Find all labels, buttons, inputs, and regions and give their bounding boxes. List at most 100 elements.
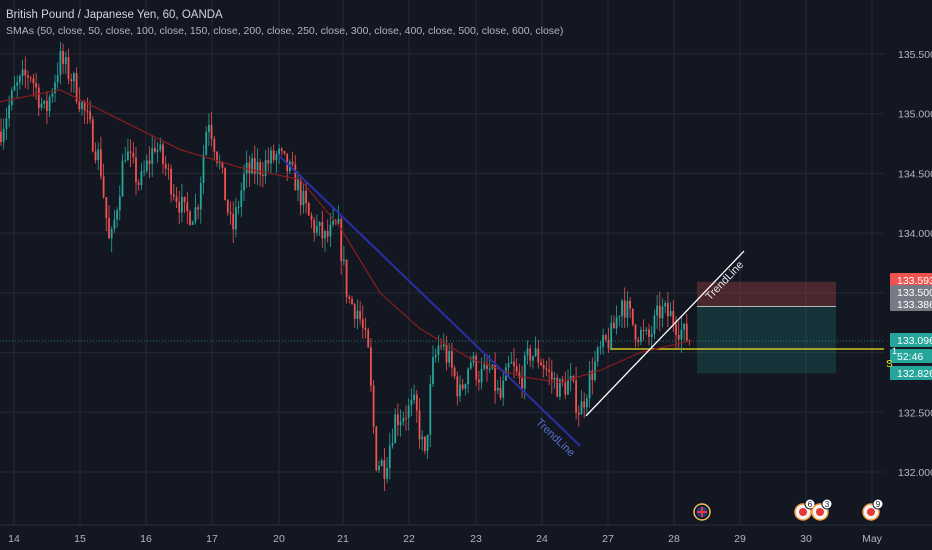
- candle-body-down: [658, 305, 661, 319]
- event-icon-center: [799, 508, 807, 516]
- candle-body-up: [442, 344, 445, 347]
- candle-body-up: [19, 75, 21, 83]
- candle-body-down: [164, 164, 167, 169]
- candle-body-up: [59, 51, 62, 76]
- event-count-badge: [821, 498, 833, 510]
- candle-body-up: [324, 231, 326, 239]
- price-level-label: 52:46: [897, 351, 923, 363]
- candle-body-down: [613, 322, 615, 329]
- candle-body-up: [2, 128, 5, 142]
- x-tick-label: 29: [734, 533, 746, 545]
- candle-body-down: [105, 197, 108, 219]
- candle-body-up: [73, 73, 75, 82]
- candle-body-down: [78, 101, 81, 110]
- candle-body-down: [537, 348, 540, 363]
- candle-body-down: [453, 367, 456, 377]
- candle-body-down: [321, 222, 324, 239]
- event-count-badge: [872, 498, 884, 510]
- candle-body-down: [170, 168, 172, 195]
- candle-body-up: [553, 377, 556, 380]
- x-tick-label: 21: [337, 533, 349, 545]
- candle-body-down: [364, 327, 367, 330]
- candle-body-up: [145, 160, 148, 171]
- y-tick-label: 134.500: [898, 168, 932, 180]
- candle-body-up: [202, 154, 205, 183]
- candle-body-up: [594, 361, 596, 380]
- candle-body-up: [56, 75, 59, 83]
- candle-body-down: [89, 111, 91, 120]
- candle-body-up: [140, 171, 143, 185]
- event-icon-center: [816, 508, 824, 516]
- candle-body-down: [216, 151, 218, 163]
- candle-body-down: [248, 162, 251, 174]
- candle-body-down: [148, 160, 151, 164]
- candle-body-down: [154, 147, 156, 152]
- candle-body-up: [437, 345, 440, 356]
- candle-body-down: [29, 77, 32, 79]
- candle-body-down: [102, 176, 105, 198]
- candle-body-down: [672, 311, 675, 325]
- candle-body-up: [523, 355, 526, 389]
- indicator-legend[interactable]: SMAs (50, close, 50, close, 100, close, …: [6, 25, 564, 37]
- candle-body-up: [332, 220, 334, 225]
- candle-body-down: [642, 330, 645, 332]
- candle-body-down: [291, 161, 294, 165]
- candle-body-up: [8, 105, 10, 119]
- price-axis[interactable]: 135.500 135.000 134.500 134.000 133.500 132.5…: [886, 49, 932, 479]
- y-tick-label: 135.500: [898, 49, 932, 61]
- candle-body-down: [283, 150, 286, 154]
- event-markers[interactable]: 6 3 9: [693, 498, 884, 521]
- candle-body-up: [656, 305, 658, 316]
- candle-body-down: [372, 385, 375, 427]
- candle-body-down: [162, 144, 164, 165]
- sma-curve: [0, 89, 693, 384]
- candle-body-down: [94, 151, 97, 161]
- candle-body-up: [235, 207, 237, 230]
- x-tick-label: 23: [470, 533, 482, 545]
- candle-body-down: [310, 215, 313, 221]
- x-tick-label: 14: [8, 533, 20, 545]
- candle-body-up: [343, 259, 345, 262]
- candle-body-down: [478, 379, 480, 383]
- candle-body-up: [580, 401, 583, 415]
- candle-body-down: [370, 347, 372, 386]
- candle-body-up: [194, 207, 197, 222]
- candle-body-down: [353, 304, 356, 319]
- candle-body-down: [272, 150, 275, 161]
- price-level-tag: [890, 333, 932, 347]
- time-axis[interactable]: 14 15 16 17 20 21 22 23 24 27 28 29 30 May: [0, 524, 932, 545]
- candle-body-down: [267, 160, 270, 164]
- candle-body-up: [54, 82, 56, 94]
- candle-body-down: [418, 410, 421, 440]
- candle-body-up: [270, 150, 272, 164]
- candle-body-down: [383, 460, 386, 479]
- candle-body-up: [264, 160, 267, 176]
- candle-body-down: [183, 196, 186, 203]
- candle-body-up: [429, 384, 432, 435]
- candle-body-up: [410, 400, 413, 406]
- candle-body-up: [421, 436, 424, 440]
- candle-body-down: [631, 308, 634, 325]
- candle-body-down: [345, 259, 348, 297]
- candle-body-up: [448, 351, 451, 363]
- candle-body-down: [583, 401, 586, 408]
- trendline: [278, 154, 581, 447]
- candle-body-up: [669, 311, 672, 317]
- candle-body-up: [278, 148, 280, 155]
- candle-body-down: [305, 190, 307, 204]
- event-count-badge: [804, 498, 816, 510]
- candle-body-down: [262, 175, 264, 177]
- x-tick-label: 15: [74, 533, 86, 545]
- candle-body-up: [380, 460, 383, 466]
- candle-body-up: [378, 465, 380, 471]
- candle-body-down: [175, 196, 178, 202]
- candle-body-down: [604, 335, 607, 340]
- x-tick-label: 30: [800, 533, 812, 545]
- candle-body-up: [159, 144, 162, 150]
- candle-body-down: [221, 162, 224, 168]
- candle-body-down: [224, 167, 226, 201]
- candle-body-up: [483, 364, 486, 369]
- candle-body-up: [386, 467, 388, 479]
- candle-body-up: [586, 398, 588, 408]
